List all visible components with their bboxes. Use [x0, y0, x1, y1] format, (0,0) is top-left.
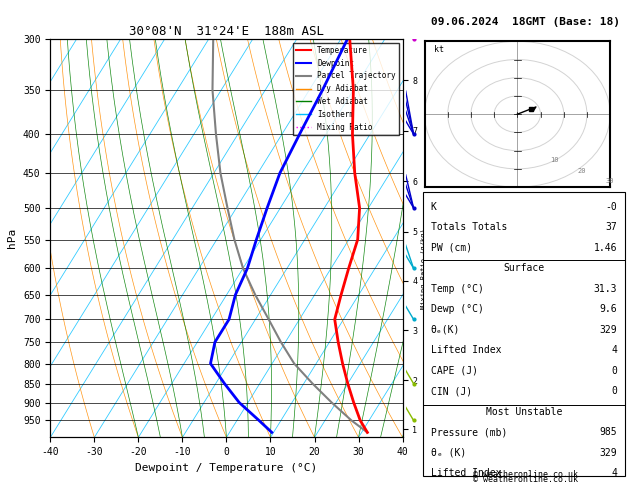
Text: 9.6: 9.6 — [599, 304, 617, 314]
Text: θₑ (K): θₑ (K) — [431, 448, 466, 457]
Text: CIN (J): CIN (J) — [431, 386, 472, 396]
Text: -0: -0 — [605, 202, 617, 212]
Text: 10: 10 — [550, 156, 559, 163]
Text: 0: 0 — [611, 386, 617, 396]
Text: PW (cm): PW (cm) — [431, 243, 472, 253]
Text: 985: 985 — [599, 427, 617, 437]
Text: Mixing Ratio (g/kg): Mixing Ratio (g/kg) — [420, 228, 426, 309]
Text: 0: 0 — [611, 365, 617, 376]
Text: © weatheronline.co.uk: © weatheronline.co.uk — [473, 469, 577, 479]
Text: 4: 4 — [611, 468, 617, 478]
Text: Surface: Surface — [503, 263, 545, 273]
Title: 30°08'N  31°24'E  188m ASL: 30°08'N 31°24'E 188m ASL — [129, 25, 324, 38]
Text: K: K — [431, 202, 437, 212]
Text: 4: 4 — [611, 345, 617, 355]
Text: LCL: LCL — [466, 321, 481, 330]
X-axis label: Dewpoint / Temperature (°C): Dewpoint / Temperature (°C) — [135, 463, 318, 473]
Text: 37: 37 — [605, 223, 617, 232]
Y-axis label: km
ASL: km ASL — [423, 229, 445, 247]
Text: CAPE (J): CAPE (J) — [431, 365, 478, 376]
Legend: Temperature, Dewpoint, Parcel Trajectory, Dry Adiabat, Wet Adiabat, Isotherm, Mi: Temperature, Dewpoint, Parcel Trajectory… — [292, 43, 399, 135]
Text: θₑ(K): θₑ(K) — [431, 325, 460, 335]
Text: 1.46: 1.46 — [594, 243, 617, 253]
Text: kt: kt — [434, 45, 444, 54]
Text: © weatheronline.co.uk: © weatheronline.co.uk — [473, 474, 577, 484]
Text: Dewp (°C): Dewp (°C) — [431, 304, 484, 314]
Text: Lifted Index: Lifted Index — [431, 468, 501, 478]
Text: Totals Totals: Totals Totals — [431, 223, 507, 232]
Text: 30: 30 — [606, 178, 614, 185]
Text: 329: 329 — [599, 448, 617, 457]
Text: 20: 20 — [577, 168, 586, 174]
Text: 329: 329 — [599, 325, 617, 335]
Text: 09.06.2024  18GMT (Base: 18): 09.06.2024 18GMT (Base: 18) — [431, 17, 620, 27]
Text: Most Unstable: Most Unstable — [486, 407, 562, 417]
Text: Temp (°C): Temp (°C) — [431, 284, 484, 294]
Text: Lifted Index: Lifted Index — [431, 345, 501, 355]
Text: Pressure (mb): Pressure (mb) — [431, 427, 507, 437]
Y-axis label: hPa: hPa — [8, 228, 18, 248]
Text: 31.3: 31.3 — [594, 284, 617, 294]
